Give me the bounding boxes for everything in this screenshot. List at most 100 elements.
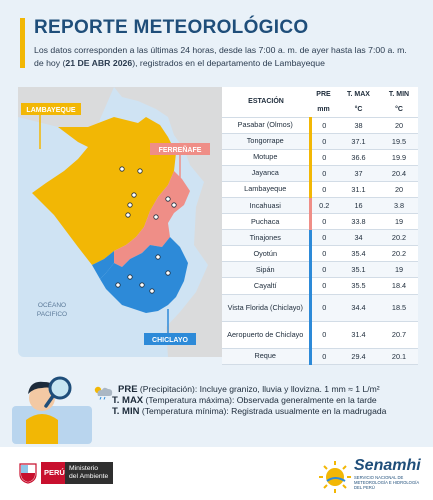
ministry-line2: del Ambiente bbox=[69, 473, 109, 480]
tmin-value: 20 bbox=[394, 120, 404, 130]
station-name: Cayaltí bbox=[222, 277, 312, 295]
region-chiclayo-west bbox=[92, 251, 114, 279]
subtitle-date: 21 DE ABR 2026 bbox=[65, 58, 133, 68]
tmax-value: 31.4 bbox=[351, 330, 366, 340]
station-marker bbox=[119, 166, 125, 172]
station-name: Pasabar (Olmos) bbox=[222, 117, 312, 134]
station-name: Tongorrape bbox=[222, 133, 312, 150]
title-accent-bar bbox=[20, 18, 25, 68]
tmax-value: 37 bbox=[354, 168, 363, 178]
senamhi-sun-rays bbox=[319, 461, 351, 493]
station-marker bbox=[149, 288, 155, 294]
footer: PERÚ Ministerio del Ambiente Senamhi SERV… bbox=[0, 447, 433, 500]
table-row: Lambayeque 0 31.1 20 bbox=[222, 181, 418, 198]
station-marker bbox=[153, 214, 159, 220]
table-row: Jayanca 0 37 20.4 bbox=[222, 165, 418, 182]
peru-logo: PERÚ bbox=[41, 462, 65, 484]
tmin-value: 19.9 bbox=[391, 152, 407, 162]
shield-quarter bbox=[28, 465, 35, 473]
tmin-value: 19 bbox=[394, 217, 404, 227]
col-station-header: ESTACIÓN bbox=[248, 98, 284, 106]
rain-drop bbox=[103, 396, 106, 400]
ministry-logo: Ministerio del Ambiente bbox=[65, 462, 113, 484]
page-title: REPORTE METEOROLÓGICO bbox=[34, 17, 309, 38]
station-marker bbox=[165, 270, 171, 276]
col-tmax-unit: °C bbox=[354, 105, 363, 113]
col-tmin-unit: °C bbox=[395, 105, 403, 113]
station-name: Jayanca bbox=[222, 165, 312, 182]
tmax-value: 34 bbox=[354, 233, 363, 243]
shield-quarter bbox=[21, 465, 28, 473]
station-table-wrap: ESTACIÓN PRE T. MAX T. MIN mm °C °C Pasa… bbox=[222, 87, 418, 369]
legend-tmax-key: T. MAX bbox=[112, 395, 144, 406]
sun-ray bbox=[323, 465, 328, 470]
ministry-line1: Ministerio bbox=[69, 465, 99, 472]
station-marker bbox=[171, 202, 177, 208]
map-label-ferrenafe: FERREÑAFE bbox=[159, 145, 202, 154]
legend: PRE (Precipitación): Incluye granizo, ll… bbox=[90, 384, 420, 417]
station-marker bbox=[127, 274, 133, 280]
chiclayo-label-bg bbox=[144, 333, 196, 345]
station-marker bbox=[127, 202, 133, 208]
tmin-value: 20.4 bbox=[391, 168, 407, 178]
peru-coat-of-arms-icon bbox=[19, 463, 37, 484]
weather-rain-icon bbox=[94, 386, 113, 400]
tmin-value: 19 bbox=[394, 265, 404, 275]
pre-value: 0 bbox=[322, 351, 327, 361]
tmax-value: 33.8 bbox=[351, 217, 366, 227]
map-label-chiclayo: CHICLAYO bbox=[152, 337, 188, 344]
tmin-value: 20.2 bbox=[391, 249, 407, 259]
table-header-row: ESTACIÓN PRE T. MAX T. MIN bbox=[222, 87, 418, 105]
table-unit-row: mm °C °C bbox=[222, 102, 418, 117]
person-shirt bbox=[26, 414, 58, 444]
shield-bottom bbox=[21, 473, 35, 482]
sun-ray bbox=[323, 484, 328, 489]
station-name: Vista Florida (Chiclayo) bbox=[222, 294, 312, 322]
legend-pre: PRE (Precipitación): Incluye granizo, ll… bbox=[90, 384, 420, 395]
tmin-value: 20.2 bbox=[391, 233, 407, 243]
lambayeque-label-bg bbox=[21, 103, 81, 115]
tmax-value: 35.4 bbox=[351, 249, 366, 259]
person-with-magnifier-illustration bbox=[12, 376, 92, 444]
station-marker bbox=[155, 254, 161, 260]
station-marker bbox=[125, 212, 131, 218]
station-marker bbox=[165, 196, 171, 202]
legend-tmax-text: (Temperatura máxima): Observada generalm… bbox=[143, 395, 377, 405]
map-label-ocean-1: OCÉANO bbox=[38, 300, 66, 309]
senamhi-logo bbox=[319, 461, 351, 493]
station-marker bbox=[115, 282, 121, 288]
tmin-value: 20 bbox=[394, 184, 404, 194]
pre-value: 0 bbox=[322, 233, 327, 243]
pre-value: 0.2 bbox=[319, 201, 330, 211]
tmax-value: 35.5 bbox=[351, 281, 366, 291]
pre-value: 0 bbox=[322, 330, 327, 340]
station-name: Aeropuerto de Chiclayo bbox=[222, 321, 312, 349]
table-row: Reque 0 29.4 20.1 bbox=[222, 348, 418, 365]
station-marker bbox=[139, 282, 145, 288]
station-name: Motupe bbox=[222, 149, 312, 166]
legend-tmin-key: T. MIN bbox=[112, 406, 140, 417]
pre-value: 0 bbox=[322, 281, 327, 291]
pre-value: 0 bbox=[322, 184, 327, 194]
col-pre-header: PRE bbox=[316, 91, 331, 98]
legend-pre-key: PRE bbox=[118, 384, 138, 395]
region-ferrenafe bbox=[114, 171, 190, 267]
senamhi-subtitle: SERVICIO NACIONAL DE METEOROLOGÍA E HIDR… bbox=[354, 475, 419, 490]
station-name: Tinajones bbox=[222, 229, 312, 246]
tmin-value: 19.5 bbox=[391, 136, 407, 146]
col-tmax-header: T. MAX bbox=[347, 91, 370, 98]
pre-value: 0 bbox=[322, 136, 327, 146]
tmax-value: 35.1 bbox=[351, 265, 366, 275]
table-row: Vista Florida (Chiclayo) 0 34.4 18.5 bbox=[222, 294, 418, 322]
lambayeque-map: LAMBAYEQUE FERREÑAFE CHICLAYO OCÉANO PAC… bbox=[18, 87, 222, 357]
ferrenafe-label-bg bbox=[150, 143, 210, 155]
map-label-lambayeque: LAMBAYEQUE bbox=[26, 107, 75, 114]
pre-value: 0 bbox=[322, 168, 327, 178]
col-pre-unit: mm bbox=[317, 105, 330, 113]
senamhi-name: Senamhi bbox=[354, 457, 421, 474]
subtitle-part1: Los datos corresponden a las últimas 24 … bbox=[34, 45, 407, 68]
table-row: Puchaca 0 33.8 19 bbox=[222, 213, 418, 230]
tmin-value: 20.1 bbox=[391, 351, 407, 361]
region-chiclayo bbox=[100, 237, 188, 313]
magnifier-icon bbox=[48, 376, 72, 400]
